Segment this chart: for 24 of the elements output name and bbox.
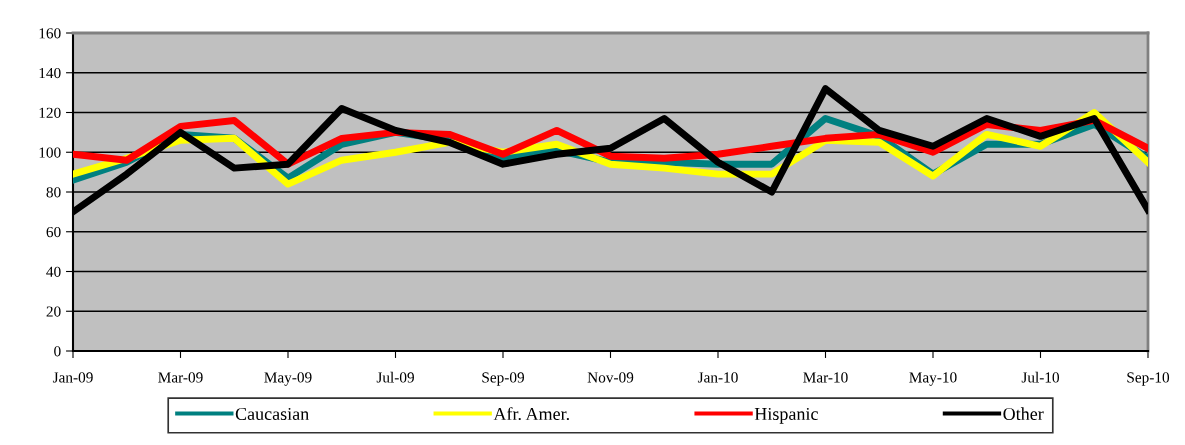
x-tick-label: Nov-09	[587, 372, 634, 383]
legend-label: Hispanic	[754, 407, 818, 424]
x-tick-label: Sep-10	[1127, 372, 1170, 386]
x-tick-label: May-09	[264, 372, 312, 386]
y-tick-label: 160	[39, 28, 61, 39]
x-tick-label: Mar-09	[158, 372, 203, 383]
legend-label: Caucasian	[235, 407, 309, 421]
x-tick-label: Jul-10	[1021, 371, 1060, 383]
y-tick-label: 0	[54, 346, 61, 357]
y-tick-label: 60	[46, 226, 61, 238]
legend-label: Afr. Amer.	[493, 407, 569, 421]
y-tick-label: 140	[39, 67, 61, 79]
y-tick-label: 40	[46, 266, 61, 277]
legend-label: Other	[1003, 407, 1044, 421]
y-tick-label: 120	[39, 107, 61, 118]
x-tick-label: Jan-09	[52, 372, 93, 383]
x-tick-label: Sep-09	[482, 372, 525, 386]
x-tick-label: Jan-10	[697, 372, 738, 383]
y-tick-label: 20	[46, 306, 61, 317]
x-tick-label: Mar-10	[803, 372, 848, 383]
y-tick-label: 100	[39, 147, 61, 158]
x-tick-label: Jul-09	[376, 371, 414, 383]
x-tick-label: May-10	[909, 372, 957, 386]
y-tick-label: 80	[46, 187, 61, 198]
